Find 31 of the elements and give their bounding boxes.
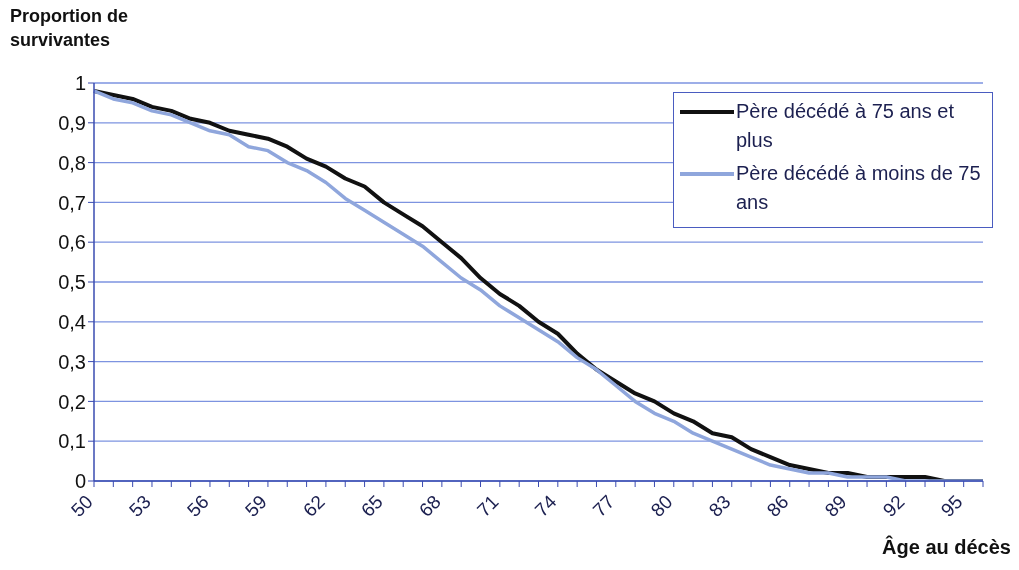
legend-label: Père décédé à 75 ans et plus: [736, 99, 955, 153]
x-tick-label: 59: [240, 490, 271, 521]
x-tick-label: 86: [762, 490, 793, 521]
x-tick-label: 89: [820, 490, 851, 521]
x-tick-label: 53: [125, 490, 155, 521]
y-tick-label: 0,6: [58, 231, 86, 254]
y-tick-label: 0,5: [58, 271, 86, 294]
x-tick-label: 56: [182, 490, 213, 521]
x-tick-label: 68: [414, 490, 445, 521]
y-tick-label: 0,2: [58, 390, 86, 413]
x-tick-label: 95: [936, 490, 967, 521]
x-tick-label: 92: [878, 490, 909, 521]
x-tick-label: 65: [356, 490, 387, 521]
y-tick-label: 0,9: [58, 111, 86, 134]
x-tick-label: 74: [530, 490, 561, 521]
x-tick-label: 50: [67, 490, 97, 521]
x-tick-label: 80: [646, 490, 677, 521]
y-tick-label: 0,7: [58, 191, 86, 214]
y-tick-label: 0,3: [58, 350, 86, 373]
y-tick-label: 0,4: [58, 310, 86, 333]
y-tick-label: 0,8: [58, 151, 86, 174]
x-tick-label: 83: [704, 490, 735, 521]
y-tick-label: 0: [74, 470, 86, 493]
x-tick-label: 77: [588, 490, 619, 521]
x-tick-label: 71: [472, 490, 503, 521]
y-tick-label: 0,1: [58, 430, 86, 453]
x-axis-title: Âge au décès: [882, 536, 1011, 559]
legend-label: Père décédé à moins de 75 ans: [736, 161, 982, 215]
x-tick-label: 62: [298, 490, 329, 521]
y-tick-label: 1: [74, 72, 86, 95]
y-axis-title: Proportion de survivantes: [10, 5, 129, 52]
